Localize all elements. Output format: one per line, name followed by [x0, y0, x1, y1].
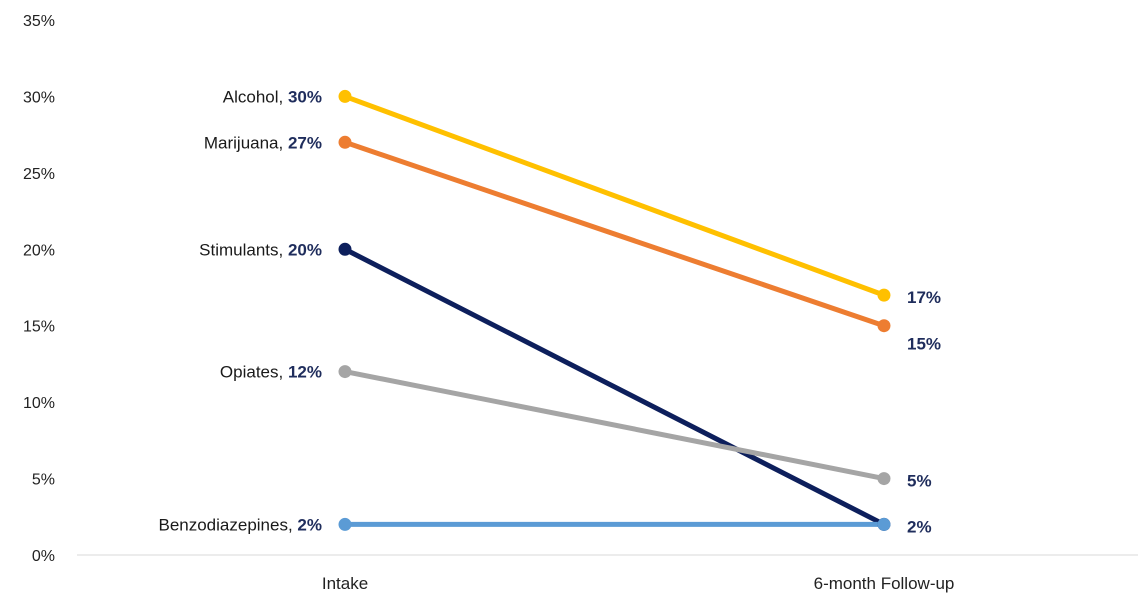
y-tick-label: 30% [23, 89, 55, 106]
series-lines [342, 93, 887, 527]
series-line-marijuana [342, 139, 887, 329]
y-tick-label: 10% [23, 395, 55, 412]
start-value-label: 27% [288, 133, 322, 152]
data-point-benzodiazepines [877, 517, 891, 531]
series-labels: Alcohol, 30% 17% Marijuana, 27% 15% Stimulan… [158, 87, 941, 536]
y-tick-label: 25% [23, 166, 55, 183]
series-line-stimulants [342, 246, 887, 527]
x-axis: Intake 6-month Follow-up [77, 554, 1138, 593]
series-points [338, 89, 891, 531]
end-value-label-benzodiazepines: 2% [907, 517, 932, 536]
series-name-label: Stimulants, [199, 240, 288, 259]
series-line-opiates [342, 369, 887, 482]
start-label-opiates: Opiates, 12% [220, 363, 322, 382]
series-name-label: Opiates, [220, 363, 288, 382]
end-value-label-alcohol: 17% [907, 288, 941, 307]
start-label-benzodiazepines: Benzodiazepines, 2% [158, 515, 322, 534]
data-point-stimulants [338, 242, 352, 256]
start-value-label: 2% [297, 515, 322, 534]
y-axis-ticks: 0% 5% 10% 15% 20% 25% 30% 35% [23, 13, 55, 565]
start-value-label: 20% [288, 240, 322, 259]
x-category-label: Intake [322, 574, 368, 593]
data-point-alcohol [877, 288, 891, 302]
start-value-label: 12% [288, 363, 322, 382]
series-line-alcohol [342, 93, 887, 298]
data-point-opiates [877, 472, 891, 486]
data-point-opiates [338, 365, 352, 379]
series-name-label: Benzodiazepines, [158, 515, 297, 534]
data-point-marijuana [338, 135, 352, 149]
start-label-stimulants: Stimulants, 20% [199, 240, 322, 259]
start-label-alcohol: Alcohol, 30% [223, 87, 322, 106]
x-category-label: 6-month Follow-up [814, 574, 955, 593]
series-name-label: Alcohol, [223, 87, 288, 106]
y-tick-label: 35% [23, 13, 55, 30]
end-value-label-marijuana: 15% [907, 335, 941, 354]
end-value-label-opiates: 5% [907, 472, 932, 491]
data-point-marijuana [877, 319, 891, 333]
y-tick-label: 5% [32, 472, 55, 489]
y-tick-label: 0% [32, 548, 55, 565]
data-point-benzodiazepines [338, 517, 352, 531]
start-label-marijuana: Marijuana, 27% [204, 133, 322, 152]
y-tick-label: 20% [23, 242, 55, 259]
y-tick-label: 15% [23, 319, 55, 336]
data-point-alcohol [338, 89, 352, 103]
series-name-label: Marijuana, [204, 133, 288, 152]
start-value-label: 30% [288, 87, 322, 106]
